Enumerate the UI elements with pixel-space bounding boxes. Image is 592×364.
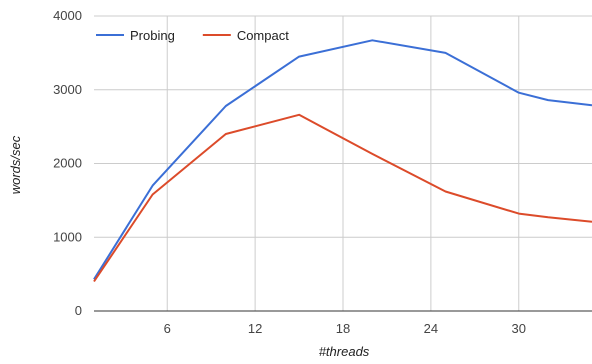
x-tick-label: 6 xyxy=(164,321,171,336)
x-tick-label: 12 xyxy=(248,321,262,336)
series-lines xyxy=(93,39,592,283)
x-tick-label: 24 xyxy=(424,321,438,336)
gridlines xyxy=(94,15,592,311)
legend: Probing Compact xyxy=(96,28,289,43)
y-tick-label: 1000 xyxy=(53,229,82,244)
y-tick-label: 4000 xyxy=(53,8,82,23)
y-axis-title: words/sec xyxy=(8,135,23,194)
x-tick-label: 18 xyxy=(336,321,350,336)
y-tick-label: 3000 xyxy=(53,82,82,97)
legend-label-compact: Compact xyxy=(237,28,289,43)
y-tick-label: 0 xyxy=(75,303,82,318)
series-line-compact xyxy=(93,113,592,283)
axes: 0 1000 2000 3000 4000 6 12 18 24 30 xyxy=(53,8,592,336)
y-tick-label: 2000 xyxy=(53,156,82,171)
series-line-probing xyxy=(93,39,592,280)
x-tick-label: 30 xyxy=(512,321,526,336)
x-axis-title: #threads xyxy=(319,344,370,359)
legend-label-probing: Probing xyxy=(130,28,175,43)
